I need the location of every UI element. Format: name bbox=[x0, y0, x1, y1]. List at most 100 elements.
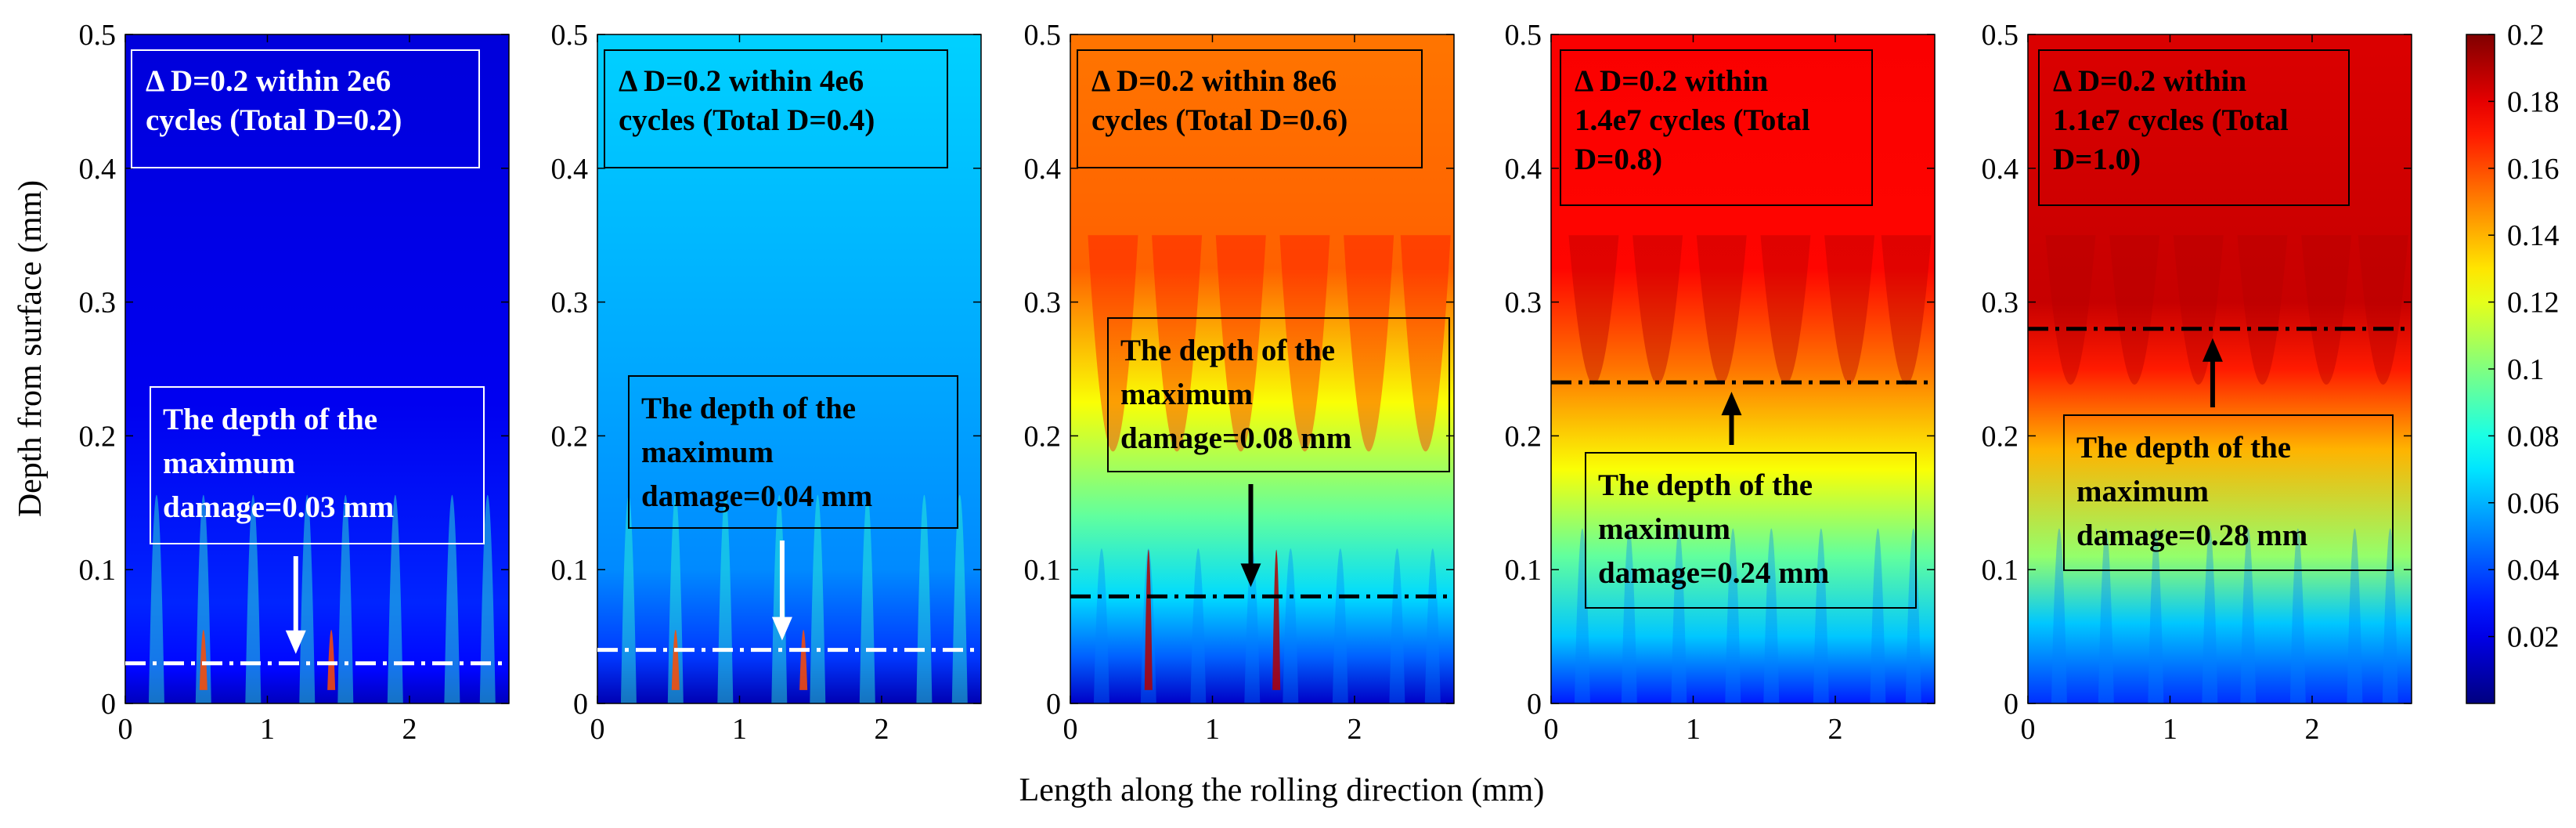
damage-streak bbox=[148, 494, 164, 703]
title-box bbox=[1077, 49, 1423, 168]
damage-streak bbox=[2382, 528, 2398, 703]
damage-streak bbox=[1813, 528, 1829, 703]
damage-streak bbox=[1763, 528, 1780, 703]
y-tick-label: 0.4 bbox=[1024, 153, 1062, 186]
colorbar-tick-label: 0.14 bbox=[2507, 219, 2560, 252]
damage-tongue bbox=[1881, 235, 1932, 385]
panel-title-line: Δ D=0.2 within 4e6 bbox=[619, 64, 864, 98]
title-box bbox=[1560, 49, 1873, 206]
y-tick-label: 0 bbox=[2004, 688, 2019, 721]
annotation-line: damage=0.24 mm bbox=[1598, 556, 1829, 590]
panel-title-line: cycles (Total D=0.2) bbox=[146, 103, 402, 137]
heatmap-panel-3: 0 0.1 0.2 0.3 0.4 0.5 0 1 2 Δ D=0.2 within 8e6 cyc… bbox=[1024, 19, 1455, 746]
damage-streak bbox=[620, 494, 637, 703]
y-tick-label: 0 bbox=[101, 688, 116, 721]
y-tick-label: 0.1 bbox=[551, 554, 589, 587]
annotation-line: maximum bbox=[1598, 512, 1730, 546]
panel-title-line: Δ D=0.2 within 8e6 bbox=[1091, 64, 1337, 98]
title-box bbox=[131, 49, 480, 168]
y-tick-label: 0.1 bbox=[79, 554, 117, 587]
x-tick-label: 2 bbox=[874, 713, 889, 746]
annotation-line: damage=0.28 mm bbox=[2076, 519, 2307, 552]
annotation-box bbox=[628, 375, 958, 529]
arrow-down-icon bbox=[285, 630, 306, 654]
arrow-down-icon bbox=[1240, 563, 1261, 588]
y-tick-label: 0.2 bbox=[1024, 420, 1062, 453]
axes-frame bbox=[597, 34, 982, 704]
y-tick-label: 0.3 bbox=[551, 287, 589, 320]
colorbar-tick-label: 0.04 bbox=[2507, 554, 2560, 587]
heatmap-field bbox=[125, 34, 509, 703]
damage-tongue bbox=[1568, 235, 1619, 385]
damage-streak bbox=[337, 494, 354, 703]
heatmap-field bbox=[1070, 34, 1454, 703]
damage-streak bbox=[1621, 528, 1637, 703]
damage-streak bbox=[2240, 528, 2257, 703]
x-tick-label: 2 bbox=[2304, 713, 2319, 746]
damage-streak bbox=[2289, 528, 2306, 703]
damage-streak bbox=[1244, 548, 1261, 703]
heatmap-panel-4: 0 0.1 0.2 0.3 0.4 0.5 0 1 2 Δ D=0.2 within 1.4e7 c… bbox=[1505, 19, 1936, 746]
damage-hotspot bbox=[1144, 549, 1153, 690]
x-tick-label: 0 bbox=[2021, 713, 2036, 746]
panel-title-line: 1.1e7 cycles (Total bbox=[2053, 103, 2289, 137]
y-tick-label: 0.5 bbox=[1505, 19, 1542, 52]
y-tick-label: 0 bbox=[1046, 688, 1061, 721]
damage-hotspot bbox=[1272, 549, 1281, 690]
panel-title-line: D=0.8) bbox=[1575, 143, 1662, 176]
annotation-line: damage=0.08 mm bbox=[1120, 421, 1351, 455]
annotation-line: The depth of the bbox=[1598, 468, 1813, 502]
damage-streak bbox=[1725, 528, 1741, 703]
damage-streak bbox=[2148, 528, 2164, 703]
annotation-line: damage=0.03 mm bbox=[163, 490, 394, 524]
y-tick-label: 0.5 bbox=[1024, 19, 1062, 52]
damage-streak bbox=[444, 494, 460, 703]
damage-tongue bbox=[1152, 235, 1203, 452]
damage-tongue bbox=[2109, 235, 2160, 385]
annotation-line: damage=0.04 mm bbox=[641, 479, 872, 513]
damage-streak bbox=[1389, 548, 1405, 703]
y-tick-label: 0.5 bbox=[79, 19, 117, 52]
y-axis-label: Depth from surface (mm) bbox=[13, 180, 49, 517]
damage-streak bbox=[2098, 528, 2114, 703]
axes-frame bbox=[1550, 34, 1936, 704]
y-tick-label: 0 bbox=[1527, 688, 1542, 721]
heatmap-panel-2: 0 0.1 0.2 0.3 0.4 0.5 0 1 2 Δ D=0.2 within 4e6 cyc… bbox=[551, 19, 982, 746]
arrow-down-icon bbox=[771, 616, 792, 641]
damage-tongue bbox=[1279, 235, 1330, 452]
x-tick-label: 1 bbox=[1686, 713, 1701, 746]
y-tick-label: 0.2 bbox=[1982, 420, 2019, 453]
x-axis-label: Length along the rolling direction (mm) bbox=[1019, 772, 1545, 808]
damage-streak bbox=[1870, 528, 1886, 703]
y-tick-label: 0.1 bbox=[1982, 554, 2019, 587]
heatmap-field bbox=[597, 34, 981, 703]
y-tick-label: 0.4 bbox=[79, 153, 117, 186]
damage-tongue bbox=[1760, 235, 1811, 385]
colorbar-tick-label: 0.08 bbox=[2507, 420, 2560, 453]
annotation-line: maximum bbox=[163, 447, 295, 480]
damage-streak bbox=[1424, 548, 1441, 703]
damage-tongue bbox=[2045, 235, 2096, 385]
damage-streak bbox=[1905, 528, 1921, 703]
annotation-box bbox=[1107, 317, 1450, 472]
damage-streak bbox=[1093, 548, 1109, 703]
y-tick-label: 0.3 bbox=[79, 287, 117, 320]
x-tick-label: 1 bbox=[732, 713, 747, 746]
damage-streak bbox=[2347, 528, 2363, 703]
damage-tongue bbox=[2237, 235, 2288, 385]
damage-hotspot bbox=[327, 630, 336, 690]
colorbar-tick-label: 0.16 bbox=[2507, 153, 2560, 186]
y-tick-label: 0.1 bbox=[1024, 554, 1062, 587]
annotation-line: maximum bbox=[1120, 378, 1253, 411]
damage-tongue bbox=[2301, 235, 2352, 385]
panel-title-line: cycles (Total D=0.6) bbox=[1091, 103, 1348, 137]
axes-frame bbox=[124, 34, 510, 704]
annotation-line: The depth of the bbox=[163, 403, 377, 436]
panel-title-line: Δ D=0.2 within 2e6 bbox=[146, 64, 391, 98]
damage-streak bbox=[1332, 548, 1348, 703]
y-tick-label: 0.5 bbox=[1982, 19, 2019, 52]
damage-tongue bbox=[1088, 235, 1138, 452]
axes-frame bbox=[1070, 34, 1455, 704]
x-tick-label: 1 bbox=[2163, 713, 2177, 746]
